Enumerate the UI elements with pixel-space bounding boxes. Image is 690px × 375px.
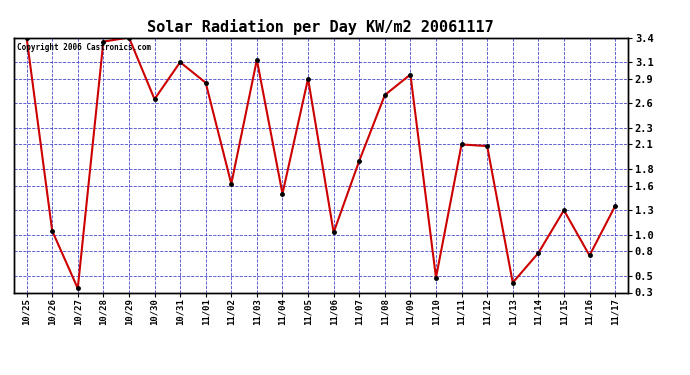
Title: Solar Radiation per Day KW/m2 20061117: Solar Radiation per Day KW/m2 20061117 [148,19,494,35]
Text: Copyright 2006 Castronics.com: Copyright 2006 Castronics.com [17,43,151,52]
